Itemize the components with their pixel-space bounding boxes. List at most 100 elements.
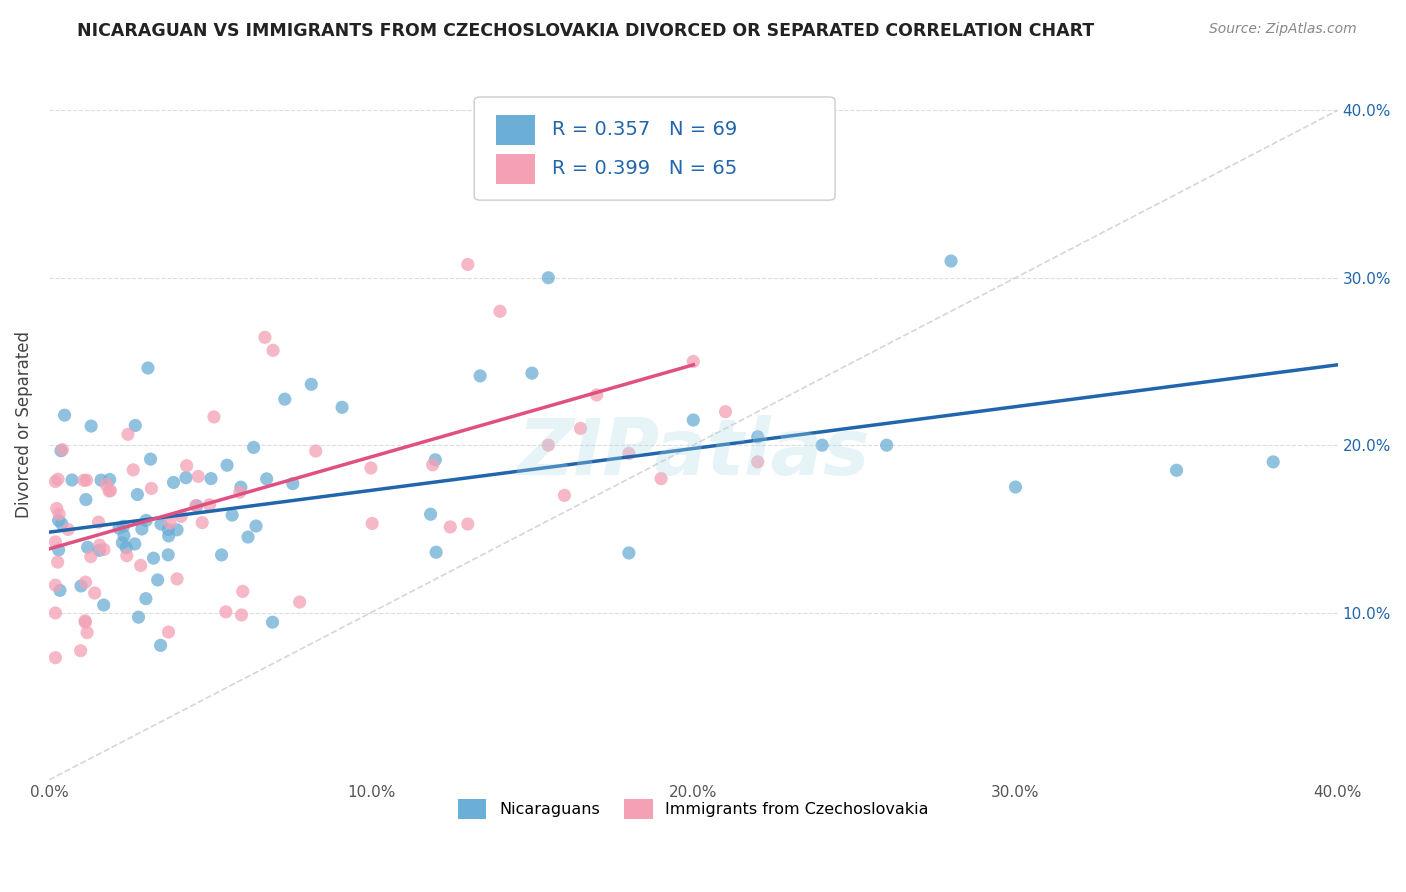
Point: [811, 438, 834, 452]
Point: [75, 615, 97, 630]
Point: [457, 258, 479, 272]
Point: [262, 615, 284, 630]
Point: [232, 584, 254, 599]
Point: [714, 405, 737, 419]
Point: [122, 463, 145, 477]
Point: [305, 444, 328, 458]
Point: [211, 548, 233, 562]
Point: [45, 501, 67, 516]
Point: [166, 523, 188, 537]
Point: [170, 509, 193, 524]
Point: [617, 546, 640, 560]
Point: [360, 461, 382, 475]
Point: [191, 516, 214, 530]
Point: [274, 392, 297, 406]
Point: [69, 644, 91, 658]
Point: [245, 519, 267, 533]
Point: [127, 487, 149, 501]
Point: [44, 578, 66, 592]
Point: [112, 528, 135, 542]
Point: [141, 482, 163, 496]
Point: [202, 409, 225, 424]
Point: [468, 368, 491, 383]
Point: [174, 471, 197, 485]
Point: [157, 625, 180, 640]
Point: [262, 343, 284, 358]
Point: [115, 549, 138, 563]
Point: [93, 598, 115, 612]
FancyBboxPatch shape: [496, 154, 534, 184]
Point: [111, 535, 134, 549]
Text: NICARAGUAN VS IMMIGRANTS FROM CZECHOSLOVAKIA DIVORCED OR SEPARATED CORRELATION C: NICARAGUAN VS IMMIGRANTS FROM CZECHOSLOV…: [77, 22, 1095, 40]
Point: [46, 555, 69, 569]
Point: [149, 638, 172, 652]
Point: [100, 483, 122, 498]
Point: [617, 446, 640, 460]
Point: [89, 538, 111, 552]
Point: [747, 430, 769, 444]
Point: [48, 507, 70, 521]
Point: [135, 591, 157, 606]
Point: [157, 523, 180, 537]
Point: [1004, 480, 1026, 494]
Point: [56, 523, 79, 537]
Point: [150, 516, 173, 531]
Point: [60, 473, 83, 487]
Point: [89, 543, 111, 558]
Point: [146, 573, 169, 587]
Point: [166, 572, 188, 586]
Text: Source: ZipAtlas.com: Source: ZipAtlas.com: [1209, 22, 1357, 37]
Point: [98, 484, 121, 499]
Point: [48, 542, 70, 557]
Point: [228, 485, 250, 500]
Point: [747, 455, 769, 469]
Point: [129, 558, 152, 573]
Point: [159, 516, 181, 530]
Point: [80, 549, 103, 564]
Point: [229, 480, 252, 494]
Point: [439, 520, 461, 534]
Point: [242, 441, 264, 455]
Point: [221, 508, 243, 522]
Point: [94, 477, 117, 491]
Point: [537, 438, 560, 452]
Point: [75, 575, 97, 590]
Point: [44, 534, 66, 549]
Point: [49, 583, 72, 598]
Point: [457, 516, 479, 531]
Point: [425, 452, 447, 467]
Point: [187, 469, 209, 483]
Point: [128, 610, 150, 624]
Point: [553, 488, 575, 502]
Point: [682, 354, 704, 368]
Point: [90, 473, 112, 487]
Point: [93, 542, 115, 557]
Point: [330, 401, 353, 415]
Point: [569, 421, 592, 435]
Point: [256, 472, 278, 486]
Point: [139, 452, 162, 467]
Point: [115, 541, 138, 555]
Point: [939, 254, 962, 268]
Point: [1166, 463, 1188, 477]
Point: [425, 545, 447, 559]
Point: [48, 513, 70, 527]
Point: [83, 586, 105, 600]
Point: [288, 595, 311, 609]
Point: [157, 529, 180, 543]
Point: [142, 551, 165, 566]
FancyBboxPatch shape: [496, 115, 534, 145]
Point: [80, 419, 103, 434]
Point: [76, 541, 98, 555]
Point: [422, 458, 444, 472]
Point: [876, 438, 898, 452]
Text: R = 0.399   N = 65: R = 0.399 N = 65: [551, 160, 737, 178]
Point: [186, 499, 208, 513]
Point: [361, 516, 384, 531]
Point: [198, 498, 221, 512]
Point: [44, 650, 66, 665]
Point: [236, 530, 259, 544]
Point: [76, 473, 98, 487]
Point: [299, 377, 322, 392]
Point: [489, 304, 512, 318]
